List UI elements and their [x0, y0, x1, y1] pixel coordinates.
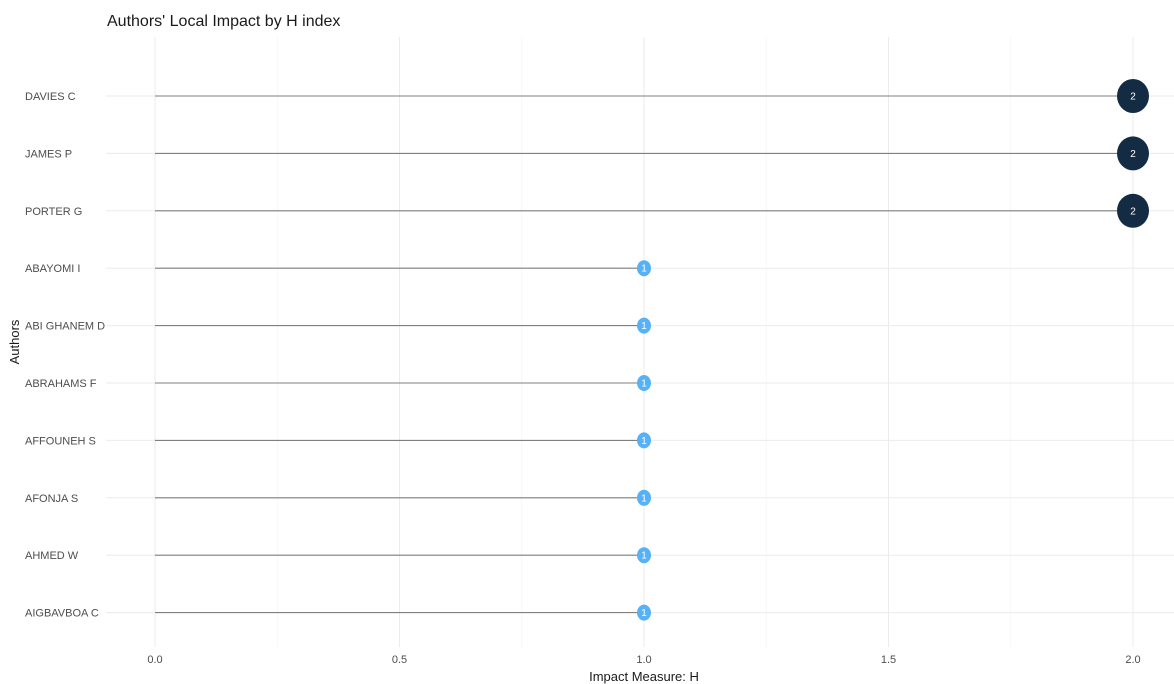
x-axis-title: Impact Measure: H: [589, 669, 699, 684]
point-value-label: 1: [641, 321, 647, 332]
chart-title: Authors' Local Impact by H index: [107, 13, 340, 30]
author-label: AIGBAVBOA C: [25, 608, 99, 620]
point-value-label: 1: [641, 551, 647, 562]
x-tick-label: 0.5: [392, 654, 407, 666]
x-tick-label: 0.0: [147, 654, 162, 666]
data-rows: DAVIES C 2 JAMES P 2 PORTER G 2 ABAYOMI I 1 ABI …: [25, 79, 1149, 621]
lollipop-point: [637, 375, 651, 391]
x-tick-label: 1.0: [636, 654, 651, 666]
lollipop-point: [637, 432, 651, 449]
author-label: ABRAHAMS F: [25, 378, 97, 390]
point-value-label: 2: [1130, 149, 1136, 160]
author-label: JAMES P: [25, 148, 72, 160]
lollipop-point: [637, 489, 651, 506]
author-label: PORTER G: [25, 206, 82, 218]
point-value-label: 1: [641, 493, 647, 504]
point-value-label: 1: [641, 264, 647, 275]
lollipop-point: [1117, 193, 1149, 228]
author-label: AHMED W: [25, 550, 79, 562]
author-label: ABAYOMI I: [25, 263, 80, 275]
point-value-label: 1: [641, 608, 647, 619]
point-value-label: 1: [641, 379, 647, 390]
x-tick-label: 1.5: [881, 654, 896, 666]
x-axis-ticks: 0.0 0.5 1.0 1.5 2.0: [147, 654, 1140, 666]
author-label: DAVIES C: [25, 91, 76, 103]
lollipop-point: [637, 317, 651, 334]
lollipop-point: [1117, 136, 1149, 171]
lollipop-point: [637, 604, 651, 621]
point-value-label: 2: [1130, 206, 1136, 217]
point-value-label: 1: [641, 436, 647, 447]
x-tick-label: 2.0: [1125, 654, 1140, 666]
lollipop-point: [637, 547, 651, 564]
author-label: AFFOUNEH S: [25, 435, 96, 447]
y-axis-title: Authors: [7, 319, 22, 364]
author-label: AFONJA S: [25, 493, 78, 505]
point-value-label: 2: [1130, 92, 1136, 103]
author-label: ABI GHANEM D: [25, 321, 105, 333]
lollipop-point: [1117, 79, 1149, 113]
lollipop-point: [637, 260, 651, 277]
